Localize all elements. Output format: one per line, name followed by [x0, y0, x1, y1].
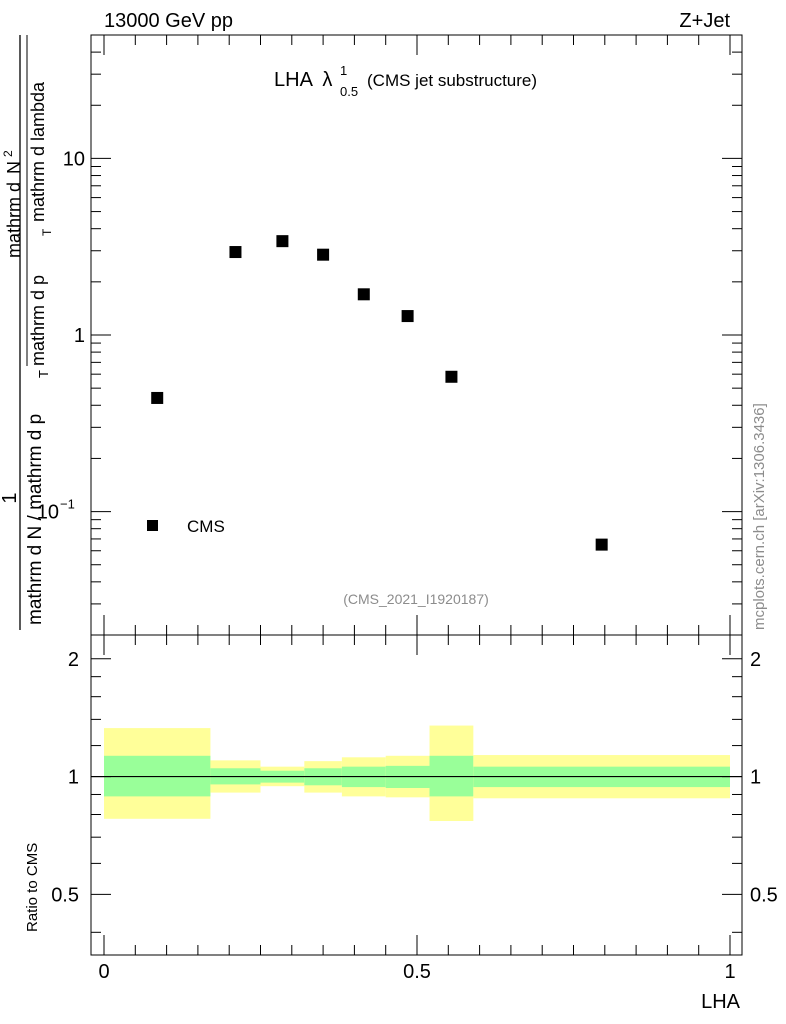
- data-point: [401, 310, 414, 323]
- ratio-y-tick-label-right: 0.5: [750, 884, 778, 906]
- plot-title-symbol: λ: [322, 69, 332, 91]
- ylabel-right-denominator: mathrm d p: [28, 275, 48, 366]
- legend-label: CMS: [187, 517, 225, 536]
- data-point: [445, 370, 458, 383]
- data-point: [151, 391, 164, 404]
- data-point: [357, 288, 370, 301]
- x-tick-label: 1: [724, 961, 735, 983]
- ylabel-right-denominator-sub: T: [40, 228, 54, 236]
- ratio-x-ticks: 0 0.5 1: [98, 635, 736, 983]
- x-tick-label: 0: [98, 961, 109, 983]
- x-axis-label: LHA: [701, 991, 741, 1013]
- ratio-y-tick-label-right: 2: [750, 649, 761, 671]
- header-process: Z+Jet: [679, 10, 730, 32]
- data-point: [229, 246, 242, 259]
- ratio-y-tick-label: 0.5: [51, 884, 79, 906]
- main-y-axis-label: 1 mathrm d N / mathrm d p T mathrm dN 2 …: [0, 35, 54, 630]
- side-note: mcplots.cern.ch [arXiv:1306.3436]: [751, 403, 768, 630]
- ylabel-right-numerator-sup: 2: [1, 150, 15, 157]
- plot-title-sub: 0.5: [340, 84, 358, 99]
- legend-marker: [147, 520, 158, 531]
- ratio-y-ticks: 2 2 1 1 0.5 0.5: [51, 649, 778, 933]
- main-y-tick-label: 10: [37, 502, 59, 524]
- main-panel-frame: [90, 34, 743, 636]
- main-y-tick-label-exponent: −1: [60, 497, 75, 512]
- plot-title-text: LHA: [274, 69, 314, 91]
- ylabel-denominator-sub: T: [36, 370, 51, 378]
- ratio-panel: 2 21 10.5 0.5 0 0.5 1 Ratio to CMS LHA: [24, 634, 778, 1013]
- ratio-y-tick-label: 2: [68, 649, 79, 671]
- ylabel-right-numerator: mathrm dN: [4, 161, 24, 258]
- data-point: [595, 538, 608, 551]
- main-y-tick-label: 1: [74, 325, 85, 347]
- main-y-tick-label: 10: [63, 148, 85, 170]
- x-tick-label: 0.5: [403, 961, 431, 983]
- ratio-y-tick-label-right: 1: [750, 767, 761, 789]
- data-points: [151, 235, 608, 551]
- plot-title-suffix: (CMS jet substructure): [367, 71, 537, 90]
- ylabel-numerator: 1: [0, 492, 21, 503]
- ylabel-right-denominator-tail: mathrm d lambda: [28, 81, 48, 222]
- analysis-label: (CMS_2021_I1920187): [343, 591, 489, 607]
- main-x-ticks: [103, 35, 731, 635]
- ratio-y-label: Ratio to CMS: [24, 843, 41, 932]
- plot-title-sup: 1: [340, 63, 347, 78]
- plot-title: LHA λ: [274, 69, 332, 91]
- ratio-bands: [104, 725, 730, 821]
- data-point: [276, 235, 289, 248]
- ylabel-denominator: mathrm d N / mathrm d p: [25, 414, 46, 625]
- ratio-y-tick-label: 1: [68, 767, 79, 789]
- data-point: [317, 248, 330, 261]
- header-energy: 13000 GeV pp: [104, 10, 233, 32]
